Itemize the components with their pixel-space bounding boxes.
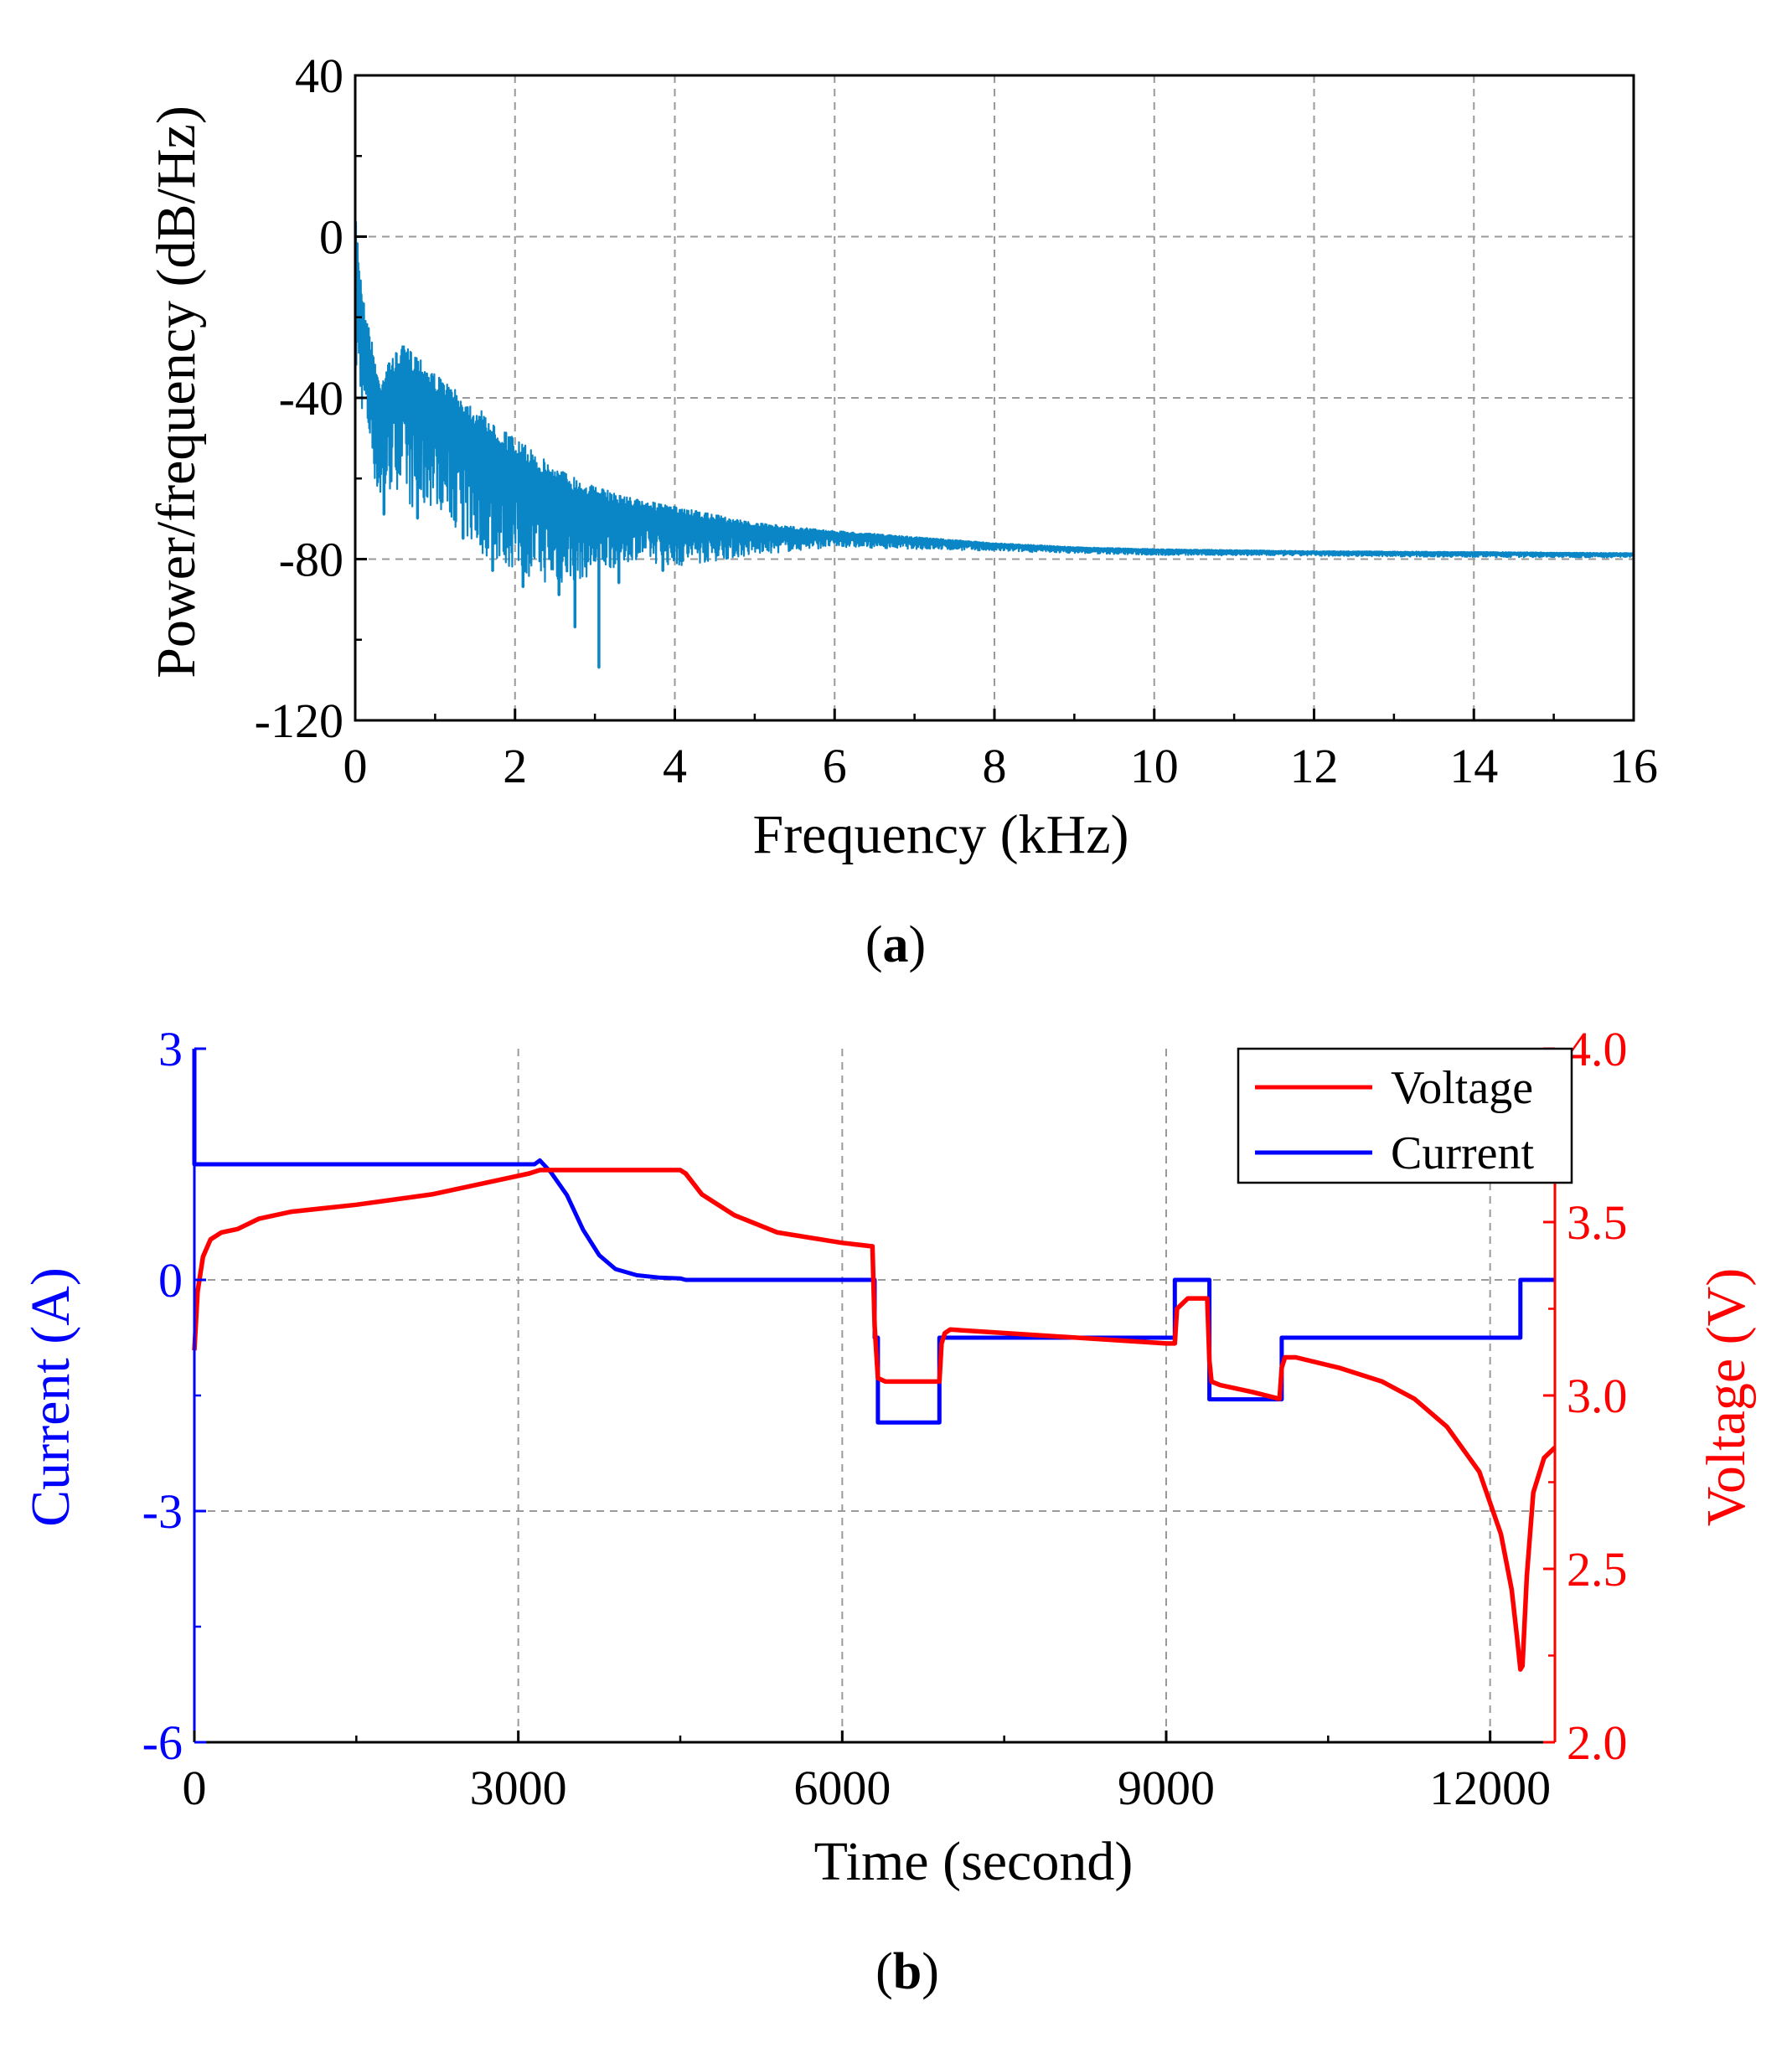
chart-b-voltage-line bbox=[192, 1168, 1557, 1672]
chart-b-right-tick-label: 2.5 bbox=[1567, 1542, 1628, 1596]
chart-a-x-tick-label: 4 bbox=[663, 739, 687, 793]
chart-b-legend-label-current: Current bbox=[1391, 1127, 1535, 1179]
chart-b-tick-labels: 0 3000 6000 9000 12000 3 0 -3 -6 4.0 3.5 3.0 2.5 2.0 bbox=[142, 1022, 1628, 1815]
chart-b-caption: (b) bbox=[875, 1943, 939, 2000]
chart-a-x-tick-label: 10 bbox=[1130, 739, 1179, 793]
chart-b-x-tick-label: 0 bbox=[183, 1761, 207, 1815]
chart-b-x-tick-label: 6000 bbox=[793, 1761, 891, 1815]
chart-a-x-tick-label: 0 bbox=[343, 739, 368, 793]
chart-b-x-tick-label: 9000 bbox=[1118, 1761, 1215, 1815]
chart-b-right-tick-label: 3.5 bbox=[1567, 1195, 1628, 1250]
chart-a-y-tick-label: -40 bbox=[279, 371, 343, 426]
chart-a-y-tick-label: -120 bbox=[255, 694, 343, 748]
chart-b-x-axis-label: Time (second) bbox=[814, 1831, 1134, 1892]
chart-a-x-tick-label: 6 bbox=[823, 739, 847, 793]
chart-b-right-tick-label: 2.0 bbox=[1567, 1715, 1628, 1770]
chart-b-right-tick-label: 3.0 bbox=[1567, 1369, 1628, 1423]
chart-a-y-tick-label: -80 bbox=[279, 533, 343, 587]
chart-b-right-y-axis-label: Voltage (V) bbox=[1696, 1268, 1757, 1527]
chart-a-x-tick-label: 12 bbox=[1290, 739, 1339, 793]
chart-a-x-tick-label: 16 bbox=[1609, 739, 1658, 793]
chart-b: 0 3000 6000 9000 1200030-3-64.03.53.02.52.0 … bbox=[20, 1022, 1757, 2000]
chart-b-left-tick-label: -6 bbox=[142, 1715, 183, 1770]
chart-b-plot-area bbox=[192, 1049, 1557, 1672]
chart-a-x-tick-label: 8 bbox=[983, 739, 1007, 793]
chart-b-legend-label-voltage: Voltage bbox=[1391, 1062, 1533, 1114]
chart-b-legend: Voltage Current bbox=[1237, 1047, 1573, 1184]
chart-a-x-tick-label: 14 bbox=[1449, 739, 1498, 793]
chart-a: 0 2 4 6 8 10 12 14 16 40 0 -40 -80 -120 Frequency (kH… bbox=[146, 49, 1658, 973]
chart-a-y-axis-label: Power/frequency (dB/Hz) bbox=[146, 106, 207, 678]
svg-text:(b): (b) bbox=[875, 1943, 939, 2000]
chart-a-caption: (a) bbox=[865, 916, 926, 973]
chart-a-tick-labels: 0 2 4 6 8 10 12 14 16 40 0 -40 -80 -120 bbox=[255, 49, 1658, 793]
chart-b-left-tick-label: 3 bbox=[158, 1022, 183, 1076]
chart-b-grid bbox=[194, 1049, 1555, 1742]
svg-text:(a): (a) bbox=[865, 916, 926, 973]
chart-b-x-tick-label: 3000 bbox=[470, 1761, 567, 1815]
chart-a-axes bbox=[354, 74, 1635, 722]
chart-a-y-tick-label: 0 bbox=[319, 210, 343, 265]
chart-a-y-tick-label: 40 bbox=[295, 49, 343, 103]
chart-b-right-tick-label: 4.0 bbox=[1567, 1022, 1628, 1076]
chart-a-caption-letter: a bbox=[883, 916, 909, 973]
chart-a-x-axis-label: Frequency (kHz) bbox=[753, 804, 1129, 865]
chart-a-x-tick-label: 2 bbox=[503, 739, 527, 793]
chart-a-grid bbox=[355, 75, 1634, 720]
chart-b-left-y-axis-label: Current (A) bbox=[20, 1267, 81, 1527]
chart-b-left-tick-label: 0 bbox=[158, 1253, 183, 1308]
chart-b-legend-box bbox=[1237, 1047, 1573, 1184]
chart-b-left-tick-label: -3 bbox=[142, 1484, 183, 1539]
chart-b-caption-letter: b bbox=[893, 1943, 922, 2000]
chart-a-plot-area bbox=[354, 204, 1635, 669]
chart-a-psd-line bbox=[354, 204, 1635, 669]
chart-b-x-tick-label: 12000 bbox=[1429, 1761, 1551, 1815]
